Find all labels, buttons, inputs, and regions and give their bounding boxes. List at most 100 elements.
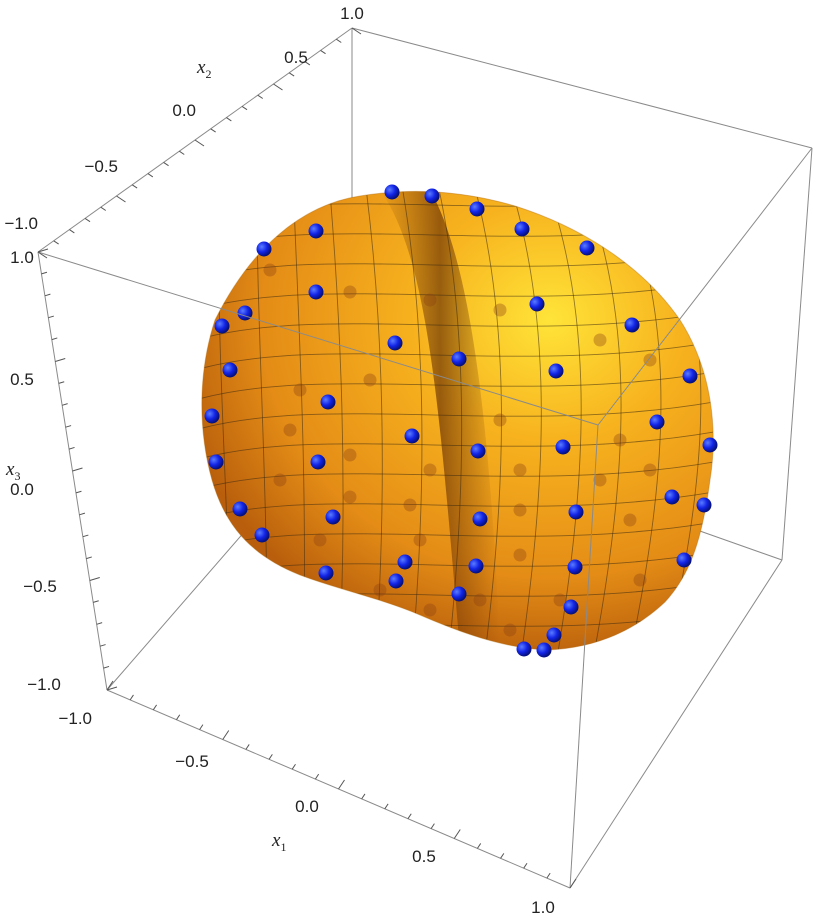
hidden-point (423, 463, 437, 477)
data-point (256, 241, 272, 257)
hidden-point (473, 593, 487, 607)
x1-tick-label: −0.5 (175, 752, 209, 771)
data-point (320, 394, 336, 410)
data-point (388, 573, 404, 589)
minor-tick (320, 49, 326, 55)
minor-tick (129, 694, 134, 701)
x2-tick-label: 0.5 (284, 48, 308, 67)
hidden-point (513, 463, 527, 477)
data-point (546, 627, 562, 643)
major-tick (37, 248, 49, 253)
mesh-line (364, 191, 383, 650)
x3-axis-label: x3 (5, 459, 20, 483)
data-point (649, 414, 665, 430)
hidden-point (343, 490, 357, 504)
hidden-point (493, 303, 507, 317)
minor-tick (103, 665, 110, 669)
mesh-line (180, 180, 195, 670)
minor-tick (163, 161, 169, 167)
major-tick (569, 878, 577, 889)
data-point (682, 368, 698, 384)
data-point (404, 428, 420, 444)
data-point (318, 565, 334, 581)
x3-tick-label: −1.0 (27, 675, 61, 694)
major-tick (338, 779, 345, 790)
mesh-line (544, 191, 582, 650)
minor-tick (44, 293, 51, 297)
minor-tick (152, 704, 158, 711)
data-point (555, 439, 571, 455)
x2-tick-label: −1.0 (4, 214, 38, 233)
minor-tick (53, 240, 59, 245)
data-point (325, 509, 341, 525)
data-point (516, 641, 532, 657)
hidden-point (633, 573, 647, 587)
mesh-line (472, 191, 502, 650)
data-point (308, 223, 324, 239)
minor-tick (69, 229, 75, 234)
major-tick (194, 139, 205, 147)
minor-tick (147, 173, 154, 178)
data-point (384, 184, 400, 200)
minor-tick (268, 754, 273, 760)
x2-tick-label: 1.0 (340, 4, 364, 23)
data-point (214, 318, 230, 334)
x1-tick-label: 1.0 (531, 898, 555, 917)
hidden-point (513, 548, 527, 562)
data-point (567, 559, 583, 575)
hidden-point (593, 473, 607, 487)
mesh-line (201, 429, 714, 461)
mesh-line (201, 369, 714, 401)
x1-axis-label: x1 (271, 830, 286, 854)
minor-tick (407, 813, 412, 819)
minor-tick (257, 94, 264, 99)
x3-tick-label: 0.0 (10, 480, 34, 499)
major-tick (89, 577, 100, 581)
x3-tick-label: 0.5 (10, 370, 34, 389)
minor-tick (86, 556, 92, 560)
minor-tick (41, 271, 48, 275)
minor-tick (210, 128, 216, 133)
minor-tick (361, 793, 366, 800)
hidden-point (593, 333, 607, 347)
hidden-point (273, 473, 287, 487)
data-point (451, 351, 467, 367)
minor-tick (291, 763, 296, 770)
minor-tick (226, 117, 232, 122)
data-point (237, 305, 253, 321)
mesh-line (201, 519, 714, 551)
data-point (472, 511, 488, 527)
major-tick (453, 829, 461, 839)
minor-tick (82, 534, 89, 538)
hidden-point (423, 603, 437, 617)
hidden-point (283, 423, 297, 437)
minor-tick (241, 105, 248, 111)
data-point (222, 362, 238, 378)
minor-tick (304, 61, 311, 66)
data-point (548, 363, 564, 379)
data-point (468, 558, 484, 574)
mesh-line (201, 489, 714, 521)
data-point (308, 284, 324, 300)
x3-tick-label: 1.0 (10, 248, 34, 267)
hidden-point (643, 353, 657, 367)
hidden-point (313, 533, 327, 547)
data-point (702, 437, 718, 453)
mesh-line (201, 459, 714, 491)
data-point (424, 188, 440, 204)
x2-tick-label: −0.5 (84, 157, 118, 176)
x1-tick-label: −1.0 (58, 709, 92, 728)
hidden-point (343, 285, 357, 299)
data-point (451, 586, 467, 602)
minor-tick (288, 72, 295, 77)
x2-axis-label: x2 (196, 57, 211, 81)
data-points (204, 184, 718, 658)
minor-tick (79, 512, 86, 516)
minor-tick (84, 217, 91, 223)
hidden-point (343, 448, 357, 462)
minor-tick (48, 315, 54, 319)
data-point (529, 296, 545, 312)
hidden-point (423, 293, 437, 307)
x2-tick-label: 0.0 (172, 101, 196, 120)
